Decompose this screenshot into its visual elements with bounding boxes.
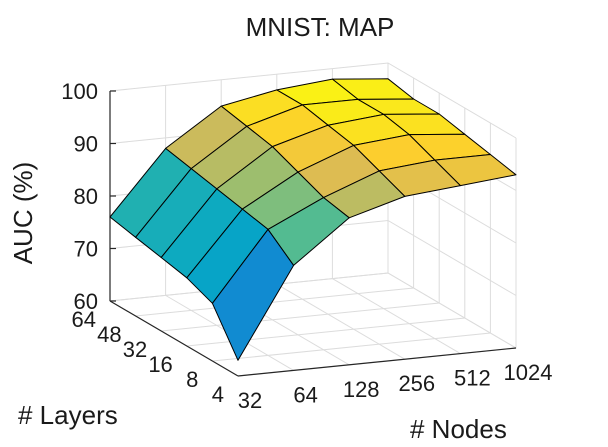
x-axis-label: # Nodes [410, 414, 507, 444]
z-tick-label: 70 [74, 237, 98, 262]
x-tick-label: 128 [343, 377, 380, 402]
z-tick-label: 80 [74, 184, 98, 209]
x-axis-line [237, 347, 517, 377]
x-tick-label: 64 [293, 382, 317, 407]
z-tick-label: 100 [61, 79, 98, 104]
z-tick-label: 60 [74, 289, 98, 314]
y-axis-label: # Layers [18, 400, 118, 430]
z-axis-label: AUC (%) [8, 162, 38, 265]
z-tick-label: 90 [74, 132, 98, 157]
y-tick-label: 16 [148, 352, 172, 377]
y-tick-label: 48 [97, 322, 121, 347]
y-tick-label: 8 [186, 367, 198, 392]
chart-title: MNIST: MAP [246, 12, 395, 42]
grid-line [212, 123, 491, 362]
x-tick-label: 1024 [504, 360, 553, 385]
x-tick-label: 256 [398, 371, 435, 396]
z-tick-labels: 60 70 80 90 100 [61, 79, 116, 314]
y-tick-label: 4 [212, 382, 224, 407]
x-tick-labels: 32 64 128 256 512 1024 [238, 360, 553, 413]
surface [109, 78, 517, 361]
y-tick-label: 32 [123, 337, 147, 362]
y-tick-label: 64 [72, 307, 96, 332]
surface-facet [211, 228, 295, 361]
y-axis-line [109, 300, 239, 377]
x-tick-label: 32 [238, 388, 262, 413]
x-tick-label: 512 [454, 366, 491, 391]
